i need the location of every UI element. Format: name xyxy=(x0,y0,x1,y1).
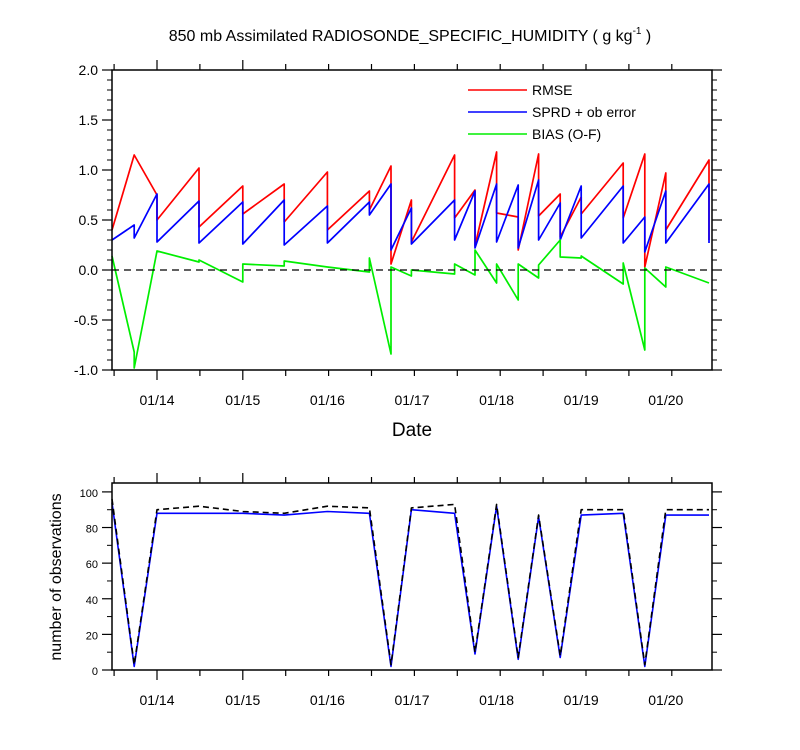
top-x-tick-labels: 01/14 01/15 01/16 01/17 01/18 01/19 01/20 xyxy=(139,392,683,408)
legend: RMSE SPRD + ob error BIAS (O-F) xyxy=(468,82,636,142)
y-axis-label-observations: number of observations xyxy=(48,493,65,660)
top-series-line-1 xyxy=(111,179,710,253)
top-plot: 2.01.51.00.50.0-0.5-1.0 01/14 01/15 01/16 0… xyxy=(74,60,722,441)
top-y-tick-labels: 2.0 1.5 1.0 0.5 0.0 -0.5 -1.0 xyxy=(74,62,98,378)
bottom-x-tick-label: 01/14 xyxy=(139,692,174,708)
top-y-tick-label: 0.5 xyxy=(79,212,99,228)
top-y-tick-label: 0.0 xyxy=(79,262,99,278)
bottom-x-tick-label: 01/18 xyxy=(479,692,514,708)
bottom-y-tick-label: 0 xyxy=(92,666,98,678)
bottom-y-tick-label: 20 xyxy=(86,630,98,642)
top-x-tick-label: 01/20 xyxy=(648,392,683,408)
bottom-series-line-1 xyxy=(111,498,709,666)
bottom-x-tick-label: 01/15 xyxy=(225,692,260,708)
top-y-tick-label: -0.5 xyxy=(74,312,98,328)
top-series-group xyxy=(111,151,710,369)
top-x-tick-label: 01/19 xyxy=(564,392,599,408)
bottom-plot-frame xyxy=(111,482,713,671)
bottom-series-line-0 xyxy=(111,502,709,668)
top-y-tick-label: 1.5 xyxy=(79,112,99,128)
top-x-tick-label: 01/17 xyxy=(394,392,429,408)
top-x-tick-label: 01/18 xyxy=(479,392,514,408)
top-y-tick-label: 1.0 xyxy=(79,162,99,178)
top-ticks xyxy=(102,60,722,380)
bottom-y-tick-labels: 100 80 60 40 20 0 xyxy=(80,488,98,678)
legend-label-rmse: RMSE xyxy=(532,82,572,98)
bottom-y-tick-label: 40 xyxy=(86,595,98,607)
top-plot-frame xyxy=(111,69,713,371)
bottom-y-tick-label: 100 xyxy=(80,488,98,500)
bottom-y-tick-label: 60 xyxy=(86,559,98,571)
bottom-x-tick-label: 01/20 xyxy=(648,692,683,708)
legend-label-sprd: SPRD + ob error xyxy=(532,104,636,120)
bottom-series-group xyxy=(111,498,709,668)
top-x-tick-label: 01/14 xyxy=(139,392,174,408)
top-y-tick-label: 2.0 xyxy=(79,62,99,78)
legend-label-bias: BIAS (O-F) xyxy=(532,126,601,142)
top-series-line-2 xyxy=(111,239,710,369)
x-axis-label: Date xyxy=(392,420,432,441)
bottom-y-tick-label: 80 xyxy=(86,524,98,536)
bottom-ticks xyxy=(102,473,722,680)
bottom-x-tick-label: 01/19 xyxy=(564,692,599,708)
bottom-x-tick-labels: 01/14 01/15 01/16 01/17 01/18 01/19 01/20 xyxy=(139,692,683,708)
top-x-tick-label: 01/16 xyxy=(310,392,345,408)
top-y-tick-label: -1.0 xyxy=(74,362,98,378)
bottom-x-tick-label: 01/16 xyxy=(310,692,345,708)
top-x-tick-label: 01/15 xyxy=(225,392,260,408)
bottom-x-tick-label: 01/17 xyxy=(394,692,429,708)
chart-title: 850 mb Assimilated RADIOSONDE_SPECIFIC_H… xyxy=(169,26,652,45)
